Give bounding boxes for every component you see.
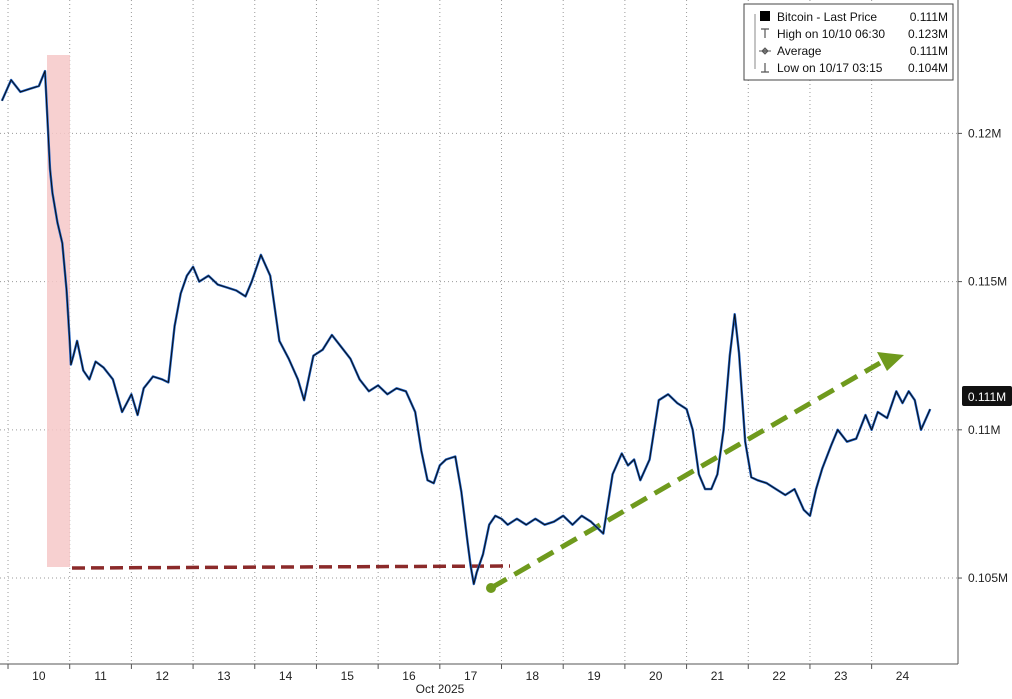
x-tick-label: 21 [711,669,725,683]
legend-value-average: 0.111M [910,44,948,58]
last-price-tag-label: 0.111M [968,390,1006,404]
crash-highlight [47,55,70,567]
y-tick-label: 0.115M [968,275,1007,289]
high-marker-icon [761,28,769,38]
x-ticks: 10 11 12 13 14 15 16 17 18 19 20 21 22 23 24 [7,664,910,683]
x-tick-label: 13 [217,669,231,683]
x-tick-label: 18 [526,669,540,683]
x-tick-label: 16 [402,669,416,683]
x-tick-label: 15 [341,669,355,683]
legend-label-last-price: Bitcoin - Last Price [777,10,877,24]
x-tick-label: 23 [834,669,848,683]
x-axis-title: Oct 2025 [416,682,465,696]
axes [0,0,959,665]
legend-value-last-price: 0.111M [910,10,948,24]
uptrend-arrow-start [486,583,496,593]
legend-entry-last-price: Bitcoin - Last Price 0.111M [760,10,948,24]
x-tick-label: 10 [32,669,46,683]
legend-entry-high: High on 10/10 06:30 0.123M [761,27,948,41]
y-ticks: 0.12M 0.115M 0.11M 0.105M [958,126,1008,585]
uptrend-arrowhead [877,352,904,371]
x-tick-label: 17 [464,669,478,683]
legend: Bitcoin - Last Price 0.111M High on 10/1… [743,3,954,81]
x-tick-label: 22 [772,669,786,683]
legend-entry-low: Low on 10/17 03:15 0.104M [761,61,948,75]
x-tick-label: 24 [896,669,910,683]
legend-label-average: Average [777,44,822,58]
legend-value-low: 0.104M [908,61,948,75]
x-tick-label: 14 [279,669,293,683]
support-line [71,564,511,570]
grid [0,0,958,664]
low-marker-icon [761,63,769,73]
last-price-tag-box [962,386,1012,406]
x-tick-label: 20 [649,669,663,683]
legend-label-high: High on 10/10 06:30 [777,27,885,41]
y-tick-label: 0.11M [968,423,1000,437]
legend-value-high: 0.123M [908,27,948,41]
price-series-overlay [1,70,931,585]
legend-entry-average: Average 0.111M [759,44,948,58]
y-tick-label: 0.12M [968,126,1001,140]
legend-label-low: Low on 10/17 03:15 [777,61,883,75]
average-marker-icon [759,47,771,55]
x-tick-label: 11 [94,669,107,683]
last-price-tag: 0.111M [962,386,1012,406]
series-layer [0,69,932,586]
y-tick-label: 0.105M [968,571,1008,585]
annotations [47,55,904,593]
legend-box [743,3,954,81]
x-tick-label: 19 [587,669,601,683]
uptrend-arrow-shaft [489,360,882,591]
black-square-icon [760,11,770,21]
x-tick-label: 12 [156,669,170,683]
